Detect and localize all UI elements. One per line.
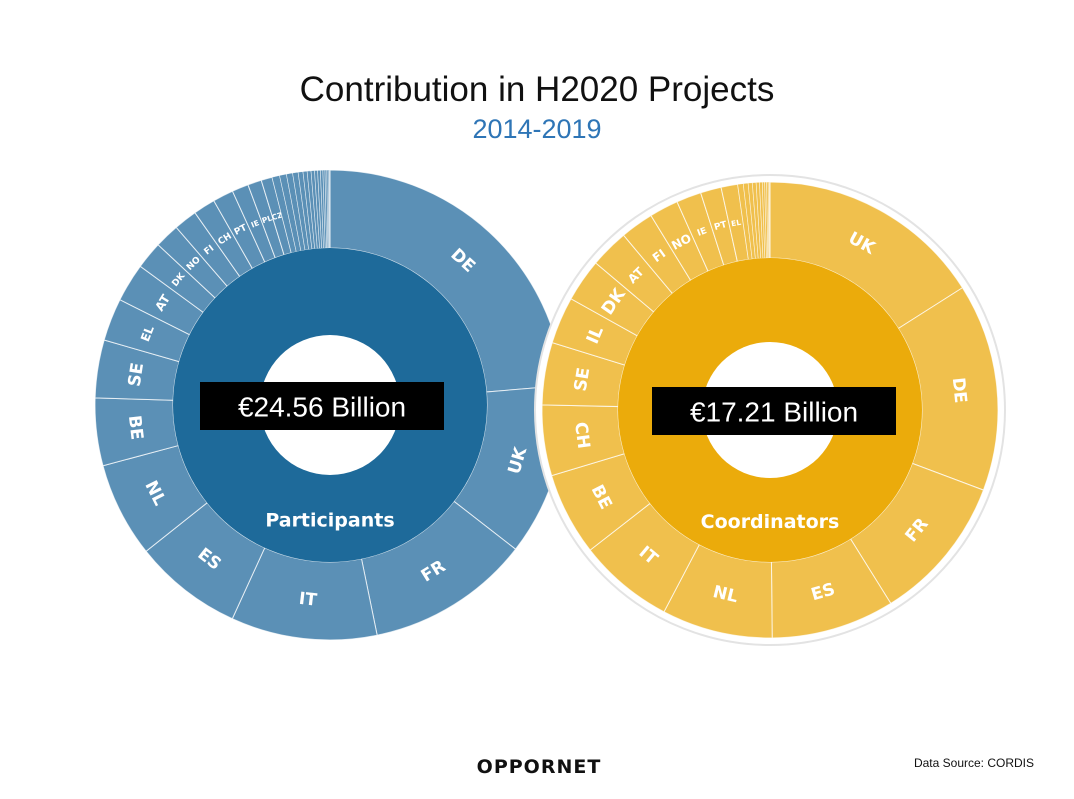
oppornet-logo: OPPORNET [476, 756, 602, 778]
segment-label-de: DE [948, 377, 971, 405]
segment-label-ie: IE [250, 218, 261, 229]
segment-other [768, 181, 771, 259]
total-label-coordinators: €17.21 Billion [690, 397, 858, 428]
segment-label-se: SE [125, 361, 148, 388]
segment-label-ch: CH [570, 421, 593, 450]
segment-other [329, 169, 331, 249]
segment-label-ie: IE [696, 226, 708, 239]
chart-title: Contribution in H2020 Projects [299, 70, 775, 109]
segment-label-se: SE [571, 366, 595, 393]
inner-label-coordinators: Coordinators [701, 511, 840, 533]
segment-label-it: IT [298, 589, 318, 611]
segment-label-pt: PT [713, 220, 729, 233]
segment-label-pl: PL [261, 213, 274, 225]
segment-label-el: EL [730, 218, 742, 229]
total-box [200, 382, 444, 430]
total-label-participants: €24.56 Billion [238, 392, 406, 423]
segment-label-il: IL [583, 323, 608, 347]
segment-label-be: BE [124, 414, 147, 441]
data-source: Data Source: CORDIS [913, 756, 1034, 770]
segment-label-cz: CZ [271, 210, 285, 222]
total-box [652, 387, 896, 435]
chart-subtitle: 2014-2019 [472, 114, 602, 144]
inner-label-participants: Participants [265, 510, 394, 532]
segment-label-el: EL [138, 323, 157, 343]
